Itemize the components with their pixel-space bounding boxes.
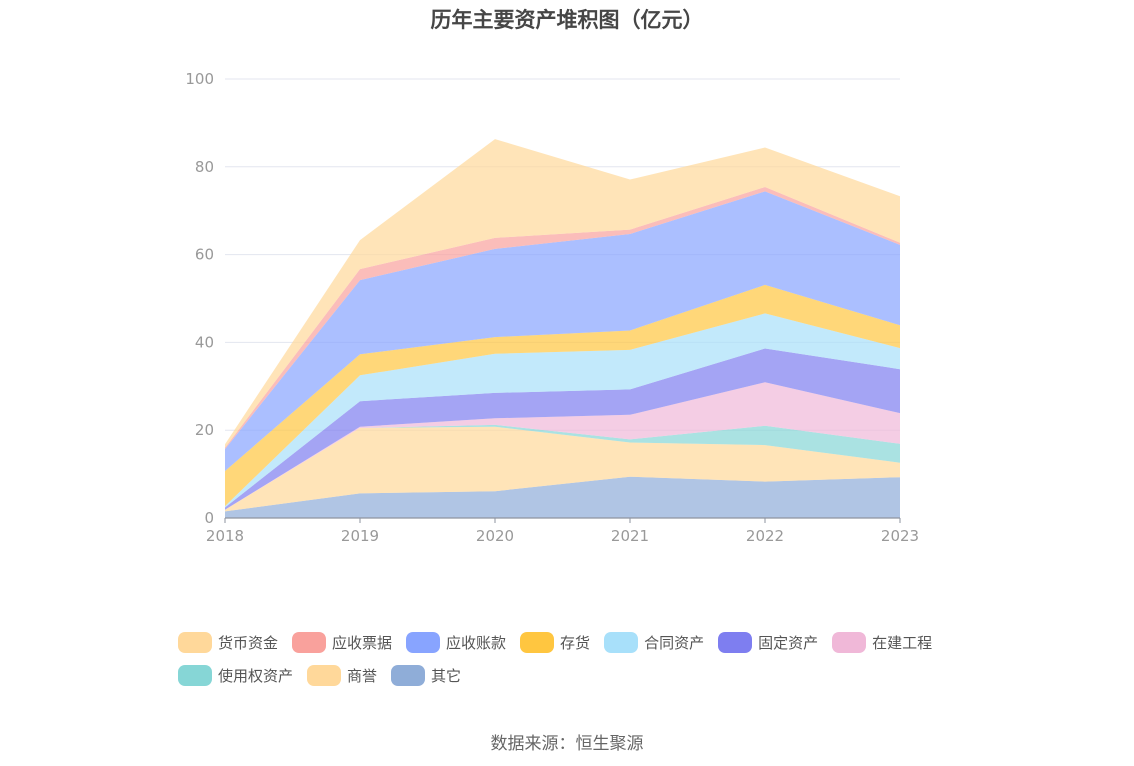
legend-item[interactable]: 应收账款	[406, 632, 506, 653]
legend-swatch	[832, 632, 867, 653]
legend-item[interactable]: 使用权资产	[178, 665, 293, 686]
data-source: 数据来源：恒生聚源	[490, 734, 644, 754]
y-tick-label: 60	[195, 246, 214, 264]
x-tick-label: 2018	[206, 527, 244, 545]
legend-item[interactable]: 其它	[391, 665, 461, 686]
legend-swatch	[292, 632, 327, 653]
legend-item[interactable]: 存货	[520, 632, 590, 653]
y-tick-label: 80	[195, 158, 214, 176]
x-tick-label: 2020	[476, 527, 514, 545]
legend-item[interactable]: 合同资产	[604, 632, 704, 653]
legend-item[interactable]: 商誉	[307, 665, 377, 686]
area-series-5	[225, 348, 900, 510]
y-tick-label: 40	[195, 333, 214, 351]
legend-item[interactable]: 在建工程	[832, 632, 932, 653]
y-tick-label: 0	[204, 509, 214, 527]
area-series-7	[225, 284, 900, 507]
legend-swatch	[307, 665, 342, 686]
area-chart: 0 20 40 60 80 100 2018 2019 2020 2021 2022 2023	[185, 70, 919, 545]
area-series-4	[225, 382, 900, 510]
legend-label: 货币资金	[218, 634, 279, 652]
legend-item[interactable]: 固定资产	[718, 632, 818, 653]
x-tick-label: 2022	[746, 527, 784, 545]
chart-legend: 货币资金 应收票据 应收账款 存货 合同资产 固定资产 在建工程使用权资产 商誉 其它	[178, 632, 978, 686]
legend-swatch	[178, 665, 212, 686]
legend-label: 商誉	[347, 667, 378, 685]
legend-swatch	[178, 632, 212, 653]
area-series-6	[225, 313, 900, 508]
x-tick-label: 2023	[881, 527, 919, 545]
area-series-1	[225, 476, 900, 518]
x-tick-label: 2021	[611, 527, 649, 545]
area-series-2	[225, 426, 900, 512]
legend-label: 存货	[560, 634, 591, 652]
legend-swatch	[520, 632, 555, 653]
legend-label: 固定资产	[758, 634, 819, 652]
legend-item[interactable]: 应收票据	[292, 632, 392, 653]
area-series-9	[225, 187, 900, 450]
legend-label: 合同资产	[644, 634, 705, 652]
legend-label: 应收票据	[332, 634, 393, 652]
legend-label: 应收账款	[446, 634, 507, 652]
legend-swatch	[391, 665, 426, 686]
legend-swatch	[604, 632, 639, 653]
chart-title: 历年主要资产堆积图（亿元）	[430, 8, 704, 32]
area-series-8	[225, 191, 900, 471]
legend-item[interactable]: 货币资金	[178, 632, 278, 653]
legend-swatch	[718, 632, 753, 653]
y-tick-label: 100	[185, 70, 214, 88]
y-tick-label: 20	[195, 421, 214, 439]
legend-label: 在建工程	[872, 634, 933, 652]
legend-label: 使用权资产	[218, 667, 294, 685]
x-tick-label: 2019	[341, 527, 379, 545]
legend-label: 其它	[431, 667, 462, 685]
area-series-10	[225, 139, 900, 448]
legend-swatch	[406, 632, 441, 653]
